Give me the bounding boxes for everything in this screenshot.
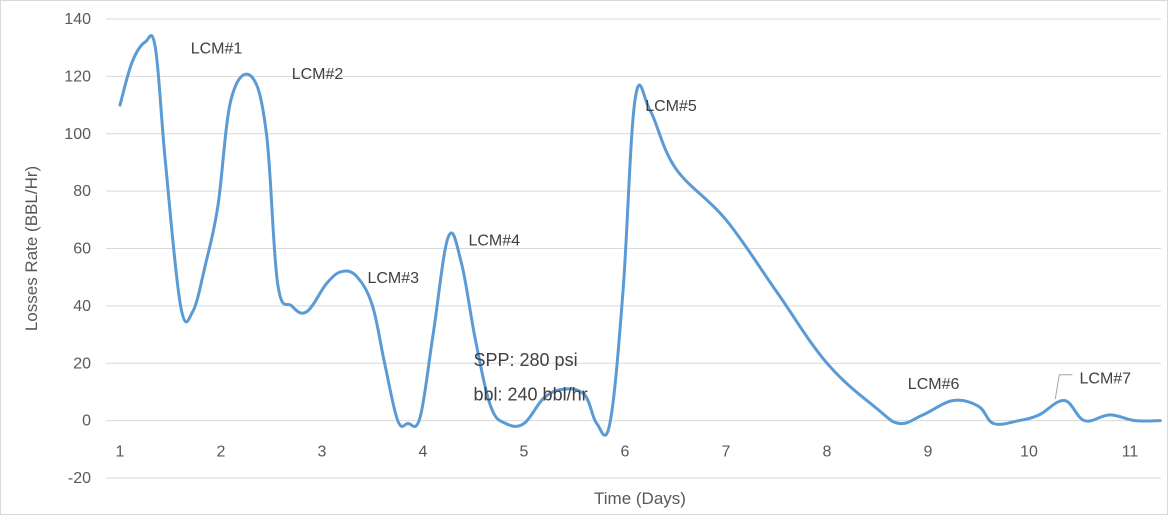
x-tick-label: 9 [924,444,933,461]
annotation-label: LCM#1 [191,40,243,57]
x-tick-label: 7 [722,444,731,461]
y-tick-label: 40 [73,298,91,315]
y-tick-label: 100 [64,126,91,143]
annotation-label: LCM#7 [1080,370,1132,387]
y-tick-label: 80 [73,183,91,200]
y-tick-label: -20 [68,470,91,487]
losses-rate-series-line [118,34,1162,437]
y-axis-title: Losses Rate (BBL/Hr) [22,166,41,331]
x-tick-label: 8 [823,444,832,461]
y-tick-label: 60 [73,241,91,258]
x-tick-label: 4 [419,444,428,461]
grid-lines [106,18,1161,479]
y-tick-label: 20 [73,355,91,372]
y-tick-label: 0 [82,413,91,430]
x-axis-title: Time (Days) [594,489,686,508]
annotation-label: LCM#3 [367,270,419,287]
annotation-label: LCM#4 [468,233,520,250]
x-tick-label: 6 [621,444,630,461]
x-tick-label: 3 [318,444,327,461]
axis-ticks: -20 0 20 40 60 80 100 120 140 1 2 3 4 5 6 7 8 9 10 11 [64,11,1138,487]
x-tick-label: 5 [520,444,529,461]
annotation-label: LCM#2 [292,66,344,83]
annotation-label: LCM#5 [645,98,697,115]
x-tick-label: 1 [116,444,125,461]
annotation-label: bbl: 240 bbl/hr [474,385,588,405]
annotations: LCM#1 LCM#2 LCM#3 LCM#4 LCM#5 LCM#6 LCM#7 SPP: … [191,40,1131,404]
y-tick-label: 140 [64,11,91,28]
lcm7-leader-line [1054,374,1073,400]
x-tick-label: 11 [1122,444,1139,461]
annotation-label: SPP: 280 psi [474,350,578,370]
y-tick-label: 120 [64,68,91,85]
x-tick-label: 2 [217,444,226,461]
x-tick-label: 10 [1020,444,1038,461]
annotation-label: LCM#6 [908,376,960,393]
